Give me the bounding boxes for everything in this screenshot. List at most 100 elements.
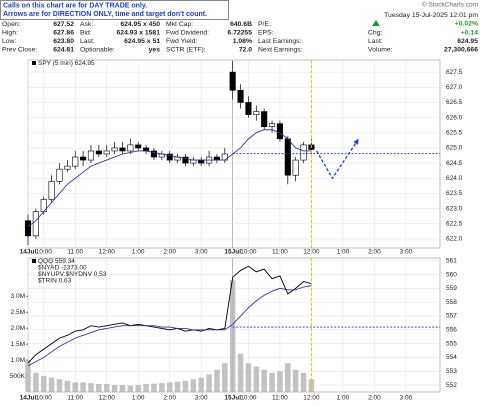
x-tick-label: 10:00 <box>240 395 257 402</box>
indicator-label: $NYUPV:$NYDNV 0.53 <box>38 271 107 278</box>
up-arrow <box>372 20 380 26</box>
quote-label: Fwd Yield: <box>166 38 197 45</box>
volume-bar <box>253 366 260 392</box>
volume-bar <box>214 369 220 392</box>
y-tick-label: 622.0 <box>446 236 463 243</box>
candle-body <box>166 153 173 161</box>
quote-label: High: <box>2 29 18 36</box>
volume-bar <box>151 383 157 392</box>
quote-value: 72.0 <box>239 46 252 53</box>
volume-bar <box>229 280 236 392</box>
candle-body <box>143 147 150 152</box>
volume-bar <box>245 363 252 392</box>
candle-body <box>32 211 39 237</box>
candle-body <box>95 150 102 155</box>
quote-value: 640.6B <box>230 21 252 28</box>
x-tick-label: 15Jul <box>224 395 241 402</box>
volume-bar <box>56 379 63 392</box>
legend-swatch <box>32 259 36 263</box>
legend-label: QQQ 559.34 <box>38 258 75 265</box>
note-box <box>0 0 229 20</box>
volume-bar <box>119 384 126 392</box>
quote-value: 627.86 <box>53 29 74 36</box>
quote-label: Optionable: <box>80 46 115 53</box>
quote-value: 624.81 <box>53 46 74 53</box>
x-tick-label: 12:00 <box>303 395 320 402</box>
volume-bar <box>261 369 267 392</box>
quote-value: 27,300,666 <box>444 46 478 53</box>
x-tick-label: 3:00 <box>400 249 413 256</box>
x-tick-label: 11:00 <box>67 395 83 402</box>
volume-bar <box>135 384 141 392</box>
y-tick-label: 500K <box>10 373 26 380</box>
y-tick-label: 622.5 <box>446 220 463 227</box>
quote-label: P/E: <box>258 21 271 28</box>
quote-label: Mkt Cap: <box>166 21 193 28</box>
candle-body <box>190 159 197 164</box>
x-tick-label: 15Jul <box>224 249 241 256</box>
y2-tick-label: 561 <box>446 257 457 264</box>
y-tick-label: 623.0 <box>446 205 463 212</box>
volume-bar <box>25 360 31 392</box>
candle-body <box>64 165 71 170</box>
candle-body <box>127 144 134 152</box>
volume-bar <box>48 377 55 392</box>
quote-label: Bid: <box>80 29 92 36</box>
candle-body <box>48 180 55 200</box>
y2-tick-label: 559 <box>446 285 457 292</box>
y2-tick-label: 560 <box>446 271 457 278</box>
y-tick-label: 1.0M <box>11 357 25 364</box>
x-tick-label: 3:00 <box>195 249 208 256</box>
candle-body <box>103 150 110 155</box>
candle-body <box>119 147 126 152</box>
y-tick-label: 626.5 <box>446 99 463 106</box>
x-tick-label: 11:00 <box>67 249 83 256</box>
candle-body <box>72 156 79 167</box>
y2-tick-label: 558 <box>446 299 457 306</box>
candle-body <box>135 144 142 149</box>
brand: © StockCharts.com <box>422 1 478 9</box>
x-tick-label: 10:00 <box>240 249 257 256</box>
candle-body <box>268 123 276 128</box>
x-tick-label: 3:00 <box>195 395 208 402</box>
x-tick-label: 1:00 <box>132 249 145 256</box>
candle-body <box>24 220 32 237</box>
volume-bar <box>96 384 102 392</box>
volume-bar <box>198 377 204 392</box>
quote-value: 624.95 <box>457 38 478 45</box>
candle-body <box>253 111 260 115</box>
x-tick-label: 1:00 <box>132 395 145 402</box>
quote-label: Low: <box>2 38 16 45</box>
x-tick-label: 10:00 <box>36 249 53 256</box>
quote-value: yes <box>149 46 161 53</box>
quote-value: 624.95 x 450 <box>120 21 160 28</box>
volume-bar <box>111 384 118 392</box>
candle-body <box>300 144 307 161</box>
quote-value: 623.80 <box>53 38 74 45</box>
x-tick-label: 2:00 <box>368 395 381 402</box>
quote-label: Prev Close: <box>2 46 37 53</box>
quote-value: +0.14 <box>461 29 478 36</box>
x-tick-label: 1:00 <box>337 395 350 402</box>
quote-label: Volume: <box>368 46 393 53</box>
candle-body <box>87 150 95 161</box>
volume-bar <box>182 380 189 392</box>
quote-label: SCTR (ETF): <box>166 46 206 53</box>
candle-body <box>237 90 244 103</box>
volume-bar <box>40 376 47 392</box>
volume-bar <box>88 383 94 392</box>
y-tick-label: 626.0 <box>446 114 463 121</box>
volume-bar <box>127 385 134 392</box>
candle-body <box>150 150 158 158</box>
volume-bar <box>72 382 78 392</box>
x-tick-label: 10:00 <box>36 395 53 402</box>
x-tick-label: 11:00 <box>272 249 288 256</box>
datetime: Tuesday 15-Jul-2025 12:01 pm <box>384 12 478 19</box>
quote-value: 627.52 <box>53 21 74 28</box>
candle-body <box>213 156 220 161</box>
y-tick-label: 625.5 <box>446 129 463 136</box>
y2-tick-label: 552 <box>446 382 457 389</box>
x-tick-label: 12:00 <box>303 249 320 256</box>
projection-arrowhead <box>353 138 359 145</box>
